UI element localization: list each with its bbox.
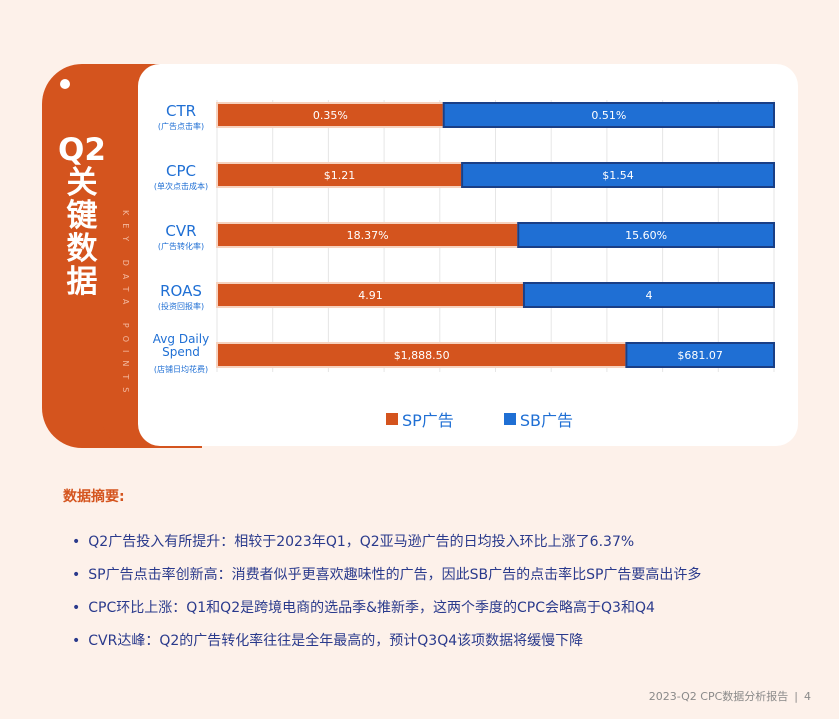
- bar-sb: [517, 222, 775, 248]
- data-label-sb: $1.54: [602, 169, 634, 182]
- bar-sp: [216, 162, 464, 188]
- category-label: CTR: [166, 102, 196, 120]
- category-label: CPC: [166, 162, 196, 180]
- bar-sb: [461, 162, 775, 188]
- summary-item: CVR达峰：Q2的广告转化率往往是全年最高的，预计Q3Q4该项数据将缓慢下降: [72, 629, 701, 662]
- category-label: Avg Daily Spend: [153, 332, 209, 359]
- data-label-sb: 4: [645, 289, 652, 302]
- data-label-sp: $1.21: [324, 169, 356, 182]
- bar-sp: [216, 342, 628, 368]
- legend-label-sp: SP广告: [402, 411, 454, 430]
- bar-sp: [216, 282, 525, 308]
- bar-sb: [625, 342, 775, 368]
- legend-label-sb: SB广告: [519, 411, 573, 430]
- summary-item: CPC环比上涨：Q1和Q2是跨境电商的选品季&推新季，这两个季度的CPC会略高于…: [72, 596, 701, 629]
- data-label-sp: $1,888.50: [394, 349, 450, 362]
- chart-legend: SP广告 SB广告: [386, 407, 573, 431]
- category-sublabel: (广告转化率): [158, 241, 204, 251]
- legend-swatch-sb: [503, 413, 516, 425]
- bar-chart: 0.35% 0.51% CTR(广告点击率) $1.21 $1.54 CPC(单次点击成本…: [153, 100, 776, 374]
- category-label: CVR: [165, 222, 196, 240]
- legend-item-sb: SB广告: [503, 407, 573, 431]
- bar-sp: [216, 102, 445, 128]
- footer-page-number: 4: [804, 690, 811, 703]
- bullet-dot-icon: [60, 79, 70, 89]
- data-label-sb: $681.07: [677, 349, 723, 362]
- panel-subtitle: KEY DATA POINTS: [121, 210, 130, 401]
- summary-title: 数据摘要:: [63, 489, 125, 505]
- category-sublabel: (广告点击率): [158, 121, 204, 131]
- category-sublabel: (店铺日均花费): [154, 364, 208, 374]
- bar-sb: [522, 282, 776, 308]
- legend-swatch-sp: [386, 413, 398, 425]
- category-sublabel: (投资回报率): [158, 301, 204, 311]
- panel-title: Q2 关 键 数 据: [58, 132, 106, 300]
- category-sublabel: (单次点击成本): [154, 181, 208, 191]
- category-label: ROAS: [160, 282, 202, 300]
- bar-sb: [442, 102, 775, 128]
- data-label-sp: 4.91: [358, 289, 383, 302]
- summary-item: Q2广告投入有所提升：相较于2023年Q1，Q2亚马逊广告的日均投入环比上涨了6…: [72, 530, 701, 563]
- data-label-sb: 15.60%: [625, 229, 667, 242]
- data-label-sp: 18.37%: [347, 229, 389, 242]
- footer-separator: |: [794, 690, 798, 703]
- summary-list: Q2广告投入有所提升：相较于2023年Q1，Q2亚马逊广告的日均投入环比上涨了6…: [72, 530, 701, 662]
- legend-item-sp: SP广告: [386, 407, 454, 431]
- summary-item: SP广告点击率创新高：消费者似乎更喜欢趣味性的广告，因此SB广告的点击率比SP广…: [72, 563, 701, 596]
- data-label-sb: 0.51%: [591, 109, 626, 122]
- data-label-sp: 0.35%: [313, 109, 348, 122]
- footer-report-title: 2023-Q2 CPC数据分析报告: [648, 690, 789, 703]
- page-footer: 2023-Q2 CPC数据分析报告 | 4: [649, 688, 811, 704]
